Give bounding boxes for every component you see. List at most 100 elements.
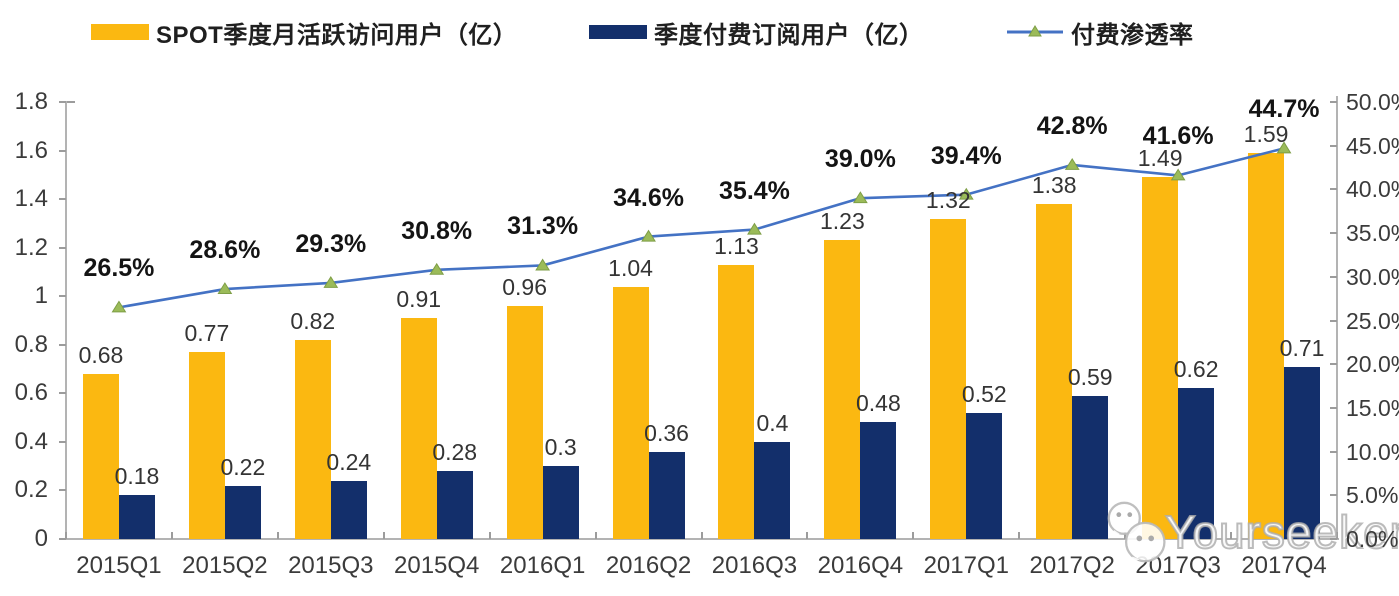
triangle-marker-icon [217,282,233,295]
bar-subs [966,412,1003,539]
bar-subs [648,451,685,539]
left-axis-tick [59,295,66,298]
bar-value-label-subs: 0.4 [756,409,789,436]
bar-value-label-mau: 1.23 [819,208,865,235]
left-axis-line [65,101,67,540]
right-axis-tick-label: 10.0% [1346,438,1399,465]
x-axis-label: 2016Q2 [605,552,692,579]
right-axis-tick-label: 30.0% [1346,263,1399,290]
bar-value-label-subs: 0.71 [1279,334,1325,361]
right-axis-tick-label: 5.0% [1346,482,1399,509]
left-axis-tick-label: 0.2 [14,476,48,504]
triangle-marker-icon [641,229,656,242]
left-axis-tick [59,538,66,540]
left-axis-tick [59,392,66,395]
legend-item-mau: SPOT季度月活跃访问用户（亿） [91,16,517,49]
x-axis-tick [382,532,385,539]
x-axis-label: 2017Q1 [923,552,1009,579]
legend-item-subs: 季度付费订阅用户（亿） [589,16,924,49]
legend-label-subs: 季度付费订阅用户（亿） [654,21,924,49]
bar-value-label-mau: 1.13 [714,232,759,259]
x-axis-tick [1336,532,1338,539]
right-axis-tick [1330,363,1337,366]
x-axis-tick [806,532,809,539]
right-axis-tick-label: 40.0% [1346,176,1399,203]
right-axis-tick-label: 20.0% [1346,351,1399,378]
x-axis-label: 2016Q1 [499,552,586,579]
bar-value-label-mau: 0.77 [184,320,230,347]
triangle-marker-icon [429,262,445,275]
left-axis-tick [59,489,66,492]
right-axis-tick-label: 25.0% [1346,307,1399,334]
penetration-value-label: 26.5% [83,254,155,283]
x-axis-tick [912,532,915,539]
x-axis-tick [700,532,703,539]
x-axis-label: 2016Q4 [817,552,904,579]
right-axis-tick [1330,188,1337,191]
right-axis-tick-label: 45.0% [1346,132,1399,159]
bar-subs [330,480,367,539]
bar-value-label-mau: 1.32 [925,186,971,213]
triangle-marker-icon [958,187,974,200]
bar-mau [1142,177,1179,539]
right-axis-tick-label: 15.0% [1346,394,1399,421]
penetration-line [118,147,1285,309]
x-axis-tick [65,532,67,539]
triangle-marker-icon [535,258,551,271]
bar-mau [824,240,861,539]
left-axis-tick-label: 1.2 [14,233,48,261]
bar-mau [294,339,331,539]
triangle-marker-icon [323,275,339,288]
left-axis-tick-label: 0.6 [14,379,48,407]
bar-subs [542,466,579,539]
triangle-marker-icon [1170,168,1186,181]
bar-subs [118,495,155,539]
right-axis-tick [1330,101,1337,103]
legend-item-penetration: 付费渗透率 [1006,16,1194,49]
bar-subs [1284,366,1321,539]
bar-mau [718,264,755,539]
x-axis-tick [594,532,597,539]
right-axis-tick [1330,406,1337,409]
right-axis-tick [1330,319,1337,322]
bar-value-label-subs: 0.36 [644,419,689,446]
mau-series-swatch-icon [91,24,149,40]
x-axis-tick [170,532,173,539]
bar-value-label-subs: 0.24 [326,448,372,475]
bar-mau [1036,203,1073,539]
bar-value-label-subs: 0.22 [220,453,266,480]
triangle-marker-icon [1064,157,1080,170]
bar-subs [860,422,897,539]
left-axis-tick [59,101,66,103]
x-axis-label: 2017Q2 [1029,552,1115,579]
right-axis-tick [1330,275,1337,278]
penetration-value-label: 29.3% [295,229,367,258]
penetration-value-label: 39.0% [824,145,896,174]
triangle-marker-icon [852,191,868,204]
right-axis-tick [1330,538,1337,540]
bar-subs [754,441,791,539]
penetration-value-label: 39.4% [930,141,1002,170]
penetration-value-label: 31.3% [507,212,579,241]
bar-value-label-subs: 0.18 [114,463,160,490]
bar-value-label-mau: 1.59 [1243,120,1289,147]
x-axis-label: 2016Q3 [711,552,798,579]
bar-mau [188,352,225,539]
bar-value-label-mau: 1.49 [1137,145,1183,172]
left-axis-tick [59,198,66,201]
right-axis-tick-label: 35.0% [1346,220,1399,247]
bar-mau [400,318,437,539]
left-axis-tick [59,246,66,249]
right-axis-tick-label: 50.0% [1346,89,1399,115]
left-axis-tick-label: 0.8 [14,330,48,358]
bar-value-label-subs: 0.48 [855,390,901,417]
x-axis-tick [1018,532,1021,539]
left-axis-tick-label: 0 [34,525,48,552]
bar-subs [1178,388,1215,539]
left-axis-tick-label: 1.6 [14,136,48,164]
left-axis-tick-label: 1.8 [14,88,48,115]
penetration-value-label: 44.7% [1248,95,1320,124]
right-axis-line [1336,96,1338,540]
triangle-marker-icon [747,222,762,235]
